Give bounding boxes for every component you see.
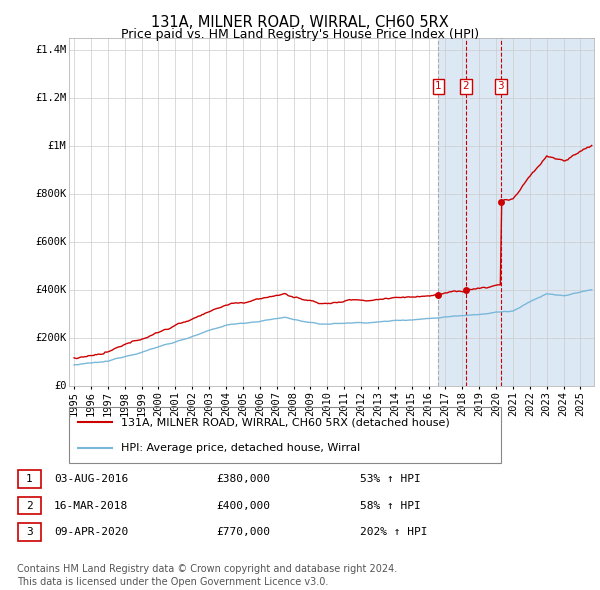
Text: 3: 3 xyxy=(26,527,33,537)
Text: £200K: £200K xyxy=(35,333,67,343)
Text: 1: 1 xyxy=(435,81,442,91)
Text: 202% ↑ HPI: 202% ↑ HPI xyxy=(360,527,427,537)
Text: Contains HM Land Registry data © Crown copyright and database right 2024.
This d: Contains HM Land Registry data © Crown c… xyxy=(17,564,397,587)
Text: £600K: £600K xyxy=(35,237,67,247)
Text: Price paid vs. HM Land Registry's House Price Index (HPI): Price paid vs. HM Land Registry's House … xyxy=(121,28,479,41)
Text: 2: 2 xyxy=(463,81,469,91)
Text: 131A, MILNER ROAD, WIRRAL, CH60 5RX: 131A, MILNER ROAD, WIRRAL, CH60 5RX xyxy=(151,15,449,30)
Text: 53% ↑ HPI: 53% ↑ HPI xyxy=(360,474,421,484)
Text: 3: 3 xyxy=(497,81,504,91)
Text: £400,000: £400,000 xyxy=(216,501,270,510)
Text: £1M: £1M xyxy=(47,142,67,152)
Text: 1: 1 xyxy=(26,474,33,484)
Text: £800K: £800K xyxy=(35,189,67,199)
Text: 16-MAR-2018: 16-MAR-2018 xyxy=(54,501,128,510)
Text: 131A, MILNER ROAD, WIRRAL, CH60 5RX (detached house): 131A, MILNER ROAD, WIRRAL, CH60 5RX (det… xyxy=(121,417,449,427)
Text: 2: 2 xyxy=(26,501,33,510)
Text: £400K: £400K xyxy=(35,286,67,296)
Text: 03-AUG-2016: 03-AUG-2016 xyxy=(54,474,128,484)
Text: 09-APR-2020: 09-APR-2020 xyxy=(54,527,128,537)
Text: £380,000: £380,000 xyxy=(216,474,270,484)
Text: £0: £0 xyxy=(54,382,67,391)
Text: HPI: Average price, detached house, Wirral: HPI: Average price, detached house, Wirr… xyxy=(121,443,360,453)
Text: £1.2M: £1.2M xyxy=(35,93,67,103)
Text: £1.4M: £1.4M xyxy=(35,45,67,55)
Bar xyxy=(439,38,600,386)
Text: 58% ↑ HPI: 58% ↑ HPI xyxy=(360,501,421,510)
Text: £770,000: £770,000 xyxy=(216,527,270,537)
